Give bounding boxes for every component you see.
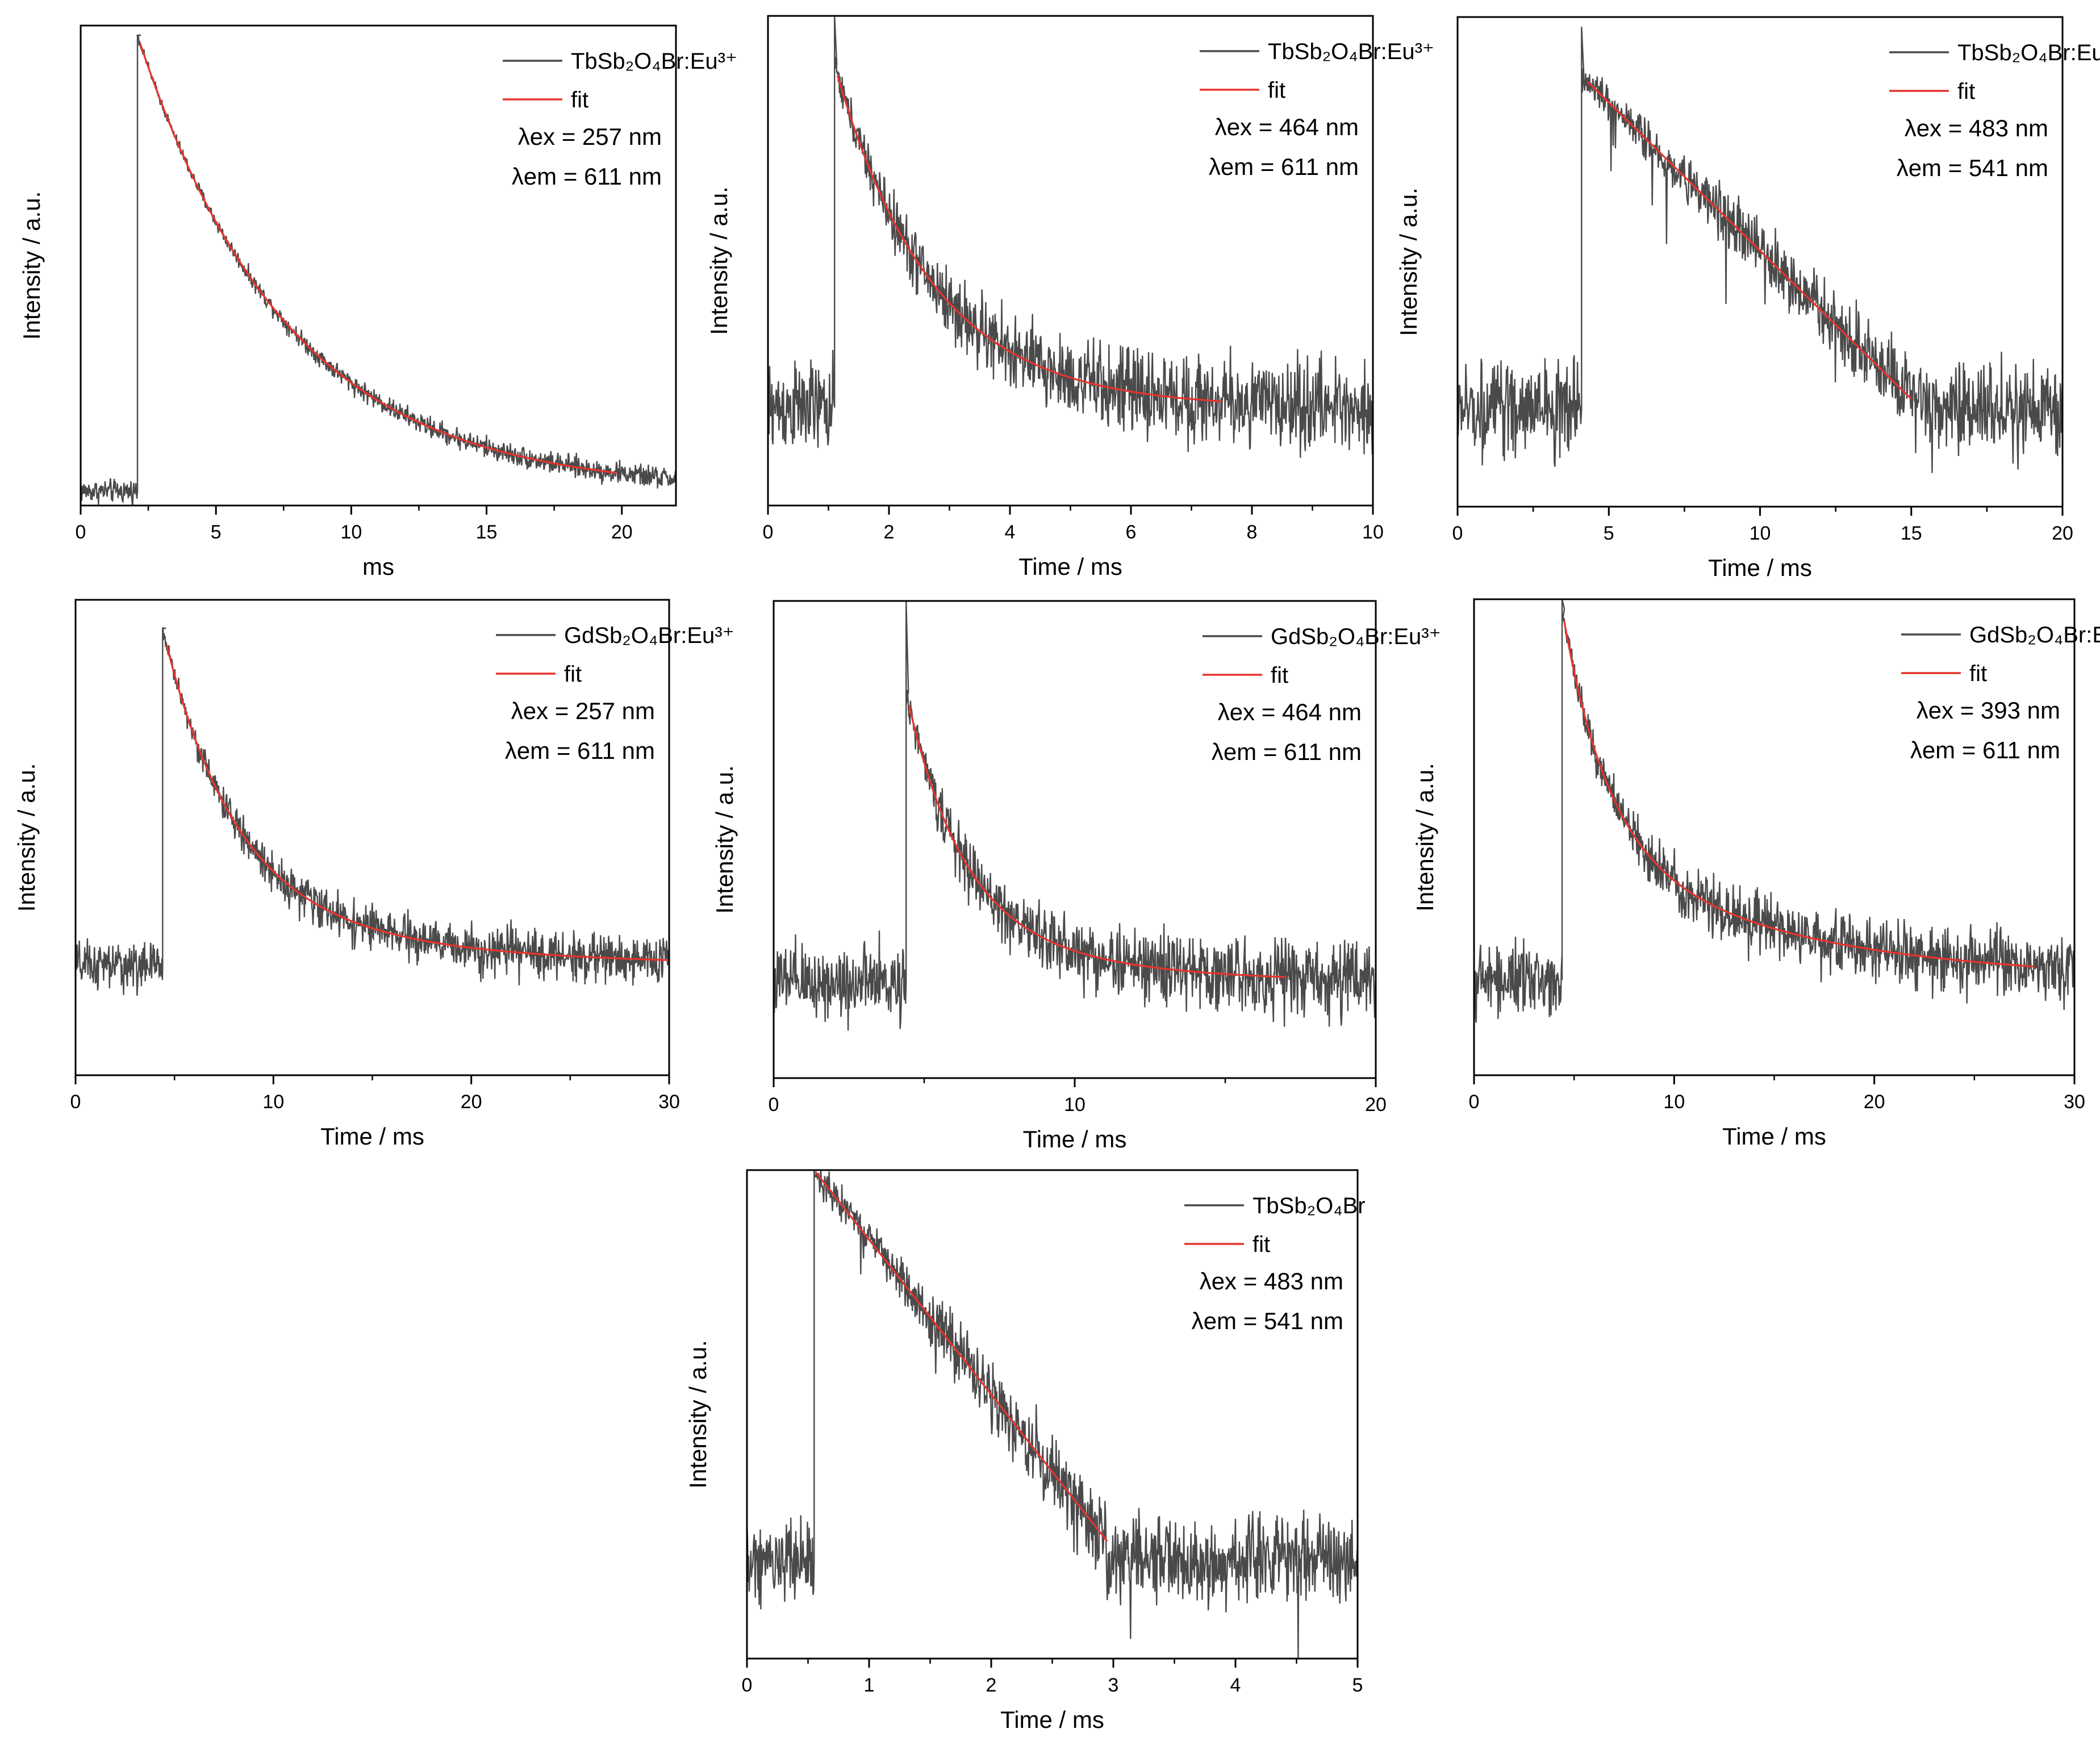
y-axis-label-d: Intensity / a.u. [13, 763, 40, 912]
legend-label-sample-g: TbSb₂O₄Br [1253, 1193, 1366, 1218]
legend-label-sample-c: TbSb₂O₄Br:Eu³⁺ [1957, 40, 2100, 65]
chart-panel-b: 0 2 4 6 8 10 Time / ms Intensity / a.u. TbSb₂O₄B… [705, 15, 1434, 580]
x-tick-label-c-1: 5 [1604, 523, 1614, 544]
x-tick-label-e-2: 20 [1365, 1094, 1387, 1116]
fit-curve-d [165, 644, 669, 962]
x-tick-label-f-3: 30 [2064, 1091, 2085, 1113]
chart-panel-g: 0 1 2 3 4 5 Time / ms Intensity / a.u. TbSb₂O₄Br… [684, 1169, 1366, 1733]
legend-label-fit-g: fit [1253, 1232, 1270, 1257]
x-axis-label-c: Time / ms [1708, 554, 1812, 581]
annotation-emission-e: λem = 611 nm [1212, 738, 1362, 765]
legend-label-fit-a: fit [571, 87, 588, 112]
annotation-emission-f: λem = 611 nm [1910, 737, 2060, 763]
x-tick-label-b-1: 2 [884, 521, 895, 543]
x-tick-label-e-1: 10 [1064, 1094, 1086, 1116]
chart-panel-a: 0 5 10 15 20 ms Intensity / a.u. TbSb₂O₄Br:Eu³⁺… [18, 24, 737, 580]
legend-label-sample-e: GdSb₂O₄Br:Eu³⁺ [1271, 624, 1441, 649]
legend-label-fit-c: fit [1957, 79, 1975, 104]
x-tick-label-g-2: 2 [986, 1674, 997, 1696]
legend-label-sample-f: GdSb₂O₄Br:Eu³⁺ [1969, 623, 2100, 648]
x-tick-label-g-5: 5 [1352, 1674, 1363, 1696]
annotation-emission-g: λem = 541 nm [1192, 1308, 1343, 1334]
x-tick-label-a-3: 15 [476, 521, 498, 543]
legend-label-sample-d: GdSb₂O₄Br:Eu³⁺ [564, 623, 734, 648]
x-axis-label-g: Time / ms [1000, 1706, 1104, 1733]
x-tick-label-g-4: 4 [1230, 1674, 1241, 1696]
data-series-b [768, 16, 1373, 458]
x-tick-label-b-5: 10 [1362, 521, 1384, 543]
data-series-e [774, 601, 1376, 1031]
x-axis-label-d: Time / ms [320, 1123, 424, 1150]
annotation-emission-a: λem = 611 nm [512, 163, 662, 190]
legend-label-fit-e: fit [1271, 663, 1288, 688]
x-tick-label-c-0: 0 [1452, 523, 1463, 544]
annotation-excitation-f: λex = 393 nm [1917, 697, 2060, 724]
x-tick-label-a-0: 0 [76, 521, 86, 543]
y-axis-label-c: Intensity / a.u. [1395, 187, 1422, 336]
x-tick-label-a-2: 10 [340, 521, 362, 543]
chart-panel-d: 0 10 20 30 Time / ms Intensity / a.u. GdSb₂O₄B… [13, 599, 734, 1150]
x-axis-label-b: Time / ms [1018, 553, 1122, 580]
annotation-excitation-a: λex = 257 nm [518, 123, 662, 150]
x-tick-label-d-1: 10 [262, 1091, 284, 1113]
fit-curve-f [1563, 620, 2035, 968]
legend-label-sample-b: TbSb₂O₄Br:Eu³⁺ [1268, 39, 1434, 64]
annotation-excitation-c: λex = 483 nm [1905, 115, 2048, 141]
fit-curve-c [1587, 81, 1912, 400]
x-axis-label-a: ms [362, 553, 394, 580]
x-tick-label-b-3: 6 [1126, 521, 1137, 543]
y-axis-label-b: Intensity / a.u. [705, 186, 732, 335]
x-tick-label-a-1: 5 [211, 521, 222, 543]
x-axis-label-e: Time / ms [1023, 1126, 1127, 1152]
y-axis-label-e: Intensity / a.u. [711, 765, 738, 913]
annotation-emission-d: λem = 611 nm [505, 737, 655, 764]
annotation-excitation-g: λex = 483 nm [1200, 1268, 1343, 1294]
y-axis-label-a: Intensity / a.u. [18, 191, 45, 340]
chart-panel-e: 0 10 20 Time / ms Intensity / a.u. GdSb₂O₄Br:… [711, 600, 1441, 1152]
chart-panel-f: 0 10 20 30 Time / ms Intensity / a.u. GdSb₂O₄B… [1412, 598, 2100, 1150]
x-tick-label-a-4: 20 [611, 521, 633, 543]
annotation-excitation-e: λex = 464 nm [1218, 699, 1362, 725]
x-tick-label-f-0: 0 [1469, 1091, 1480, 1113]
legend-label-fit-f: fit [1969, 661, 1987, 686]
fit-curve-g [815, 1171, 1108, 1542]
x-tick-label-c-3: 15 [1901, 523, 1922, 544]
legend-label-sample-a: TbSb₂O₄Br:Eu³⁺ [571, 49, 737, 74]
annotation-emission-c: λem = 541 nm [1897, 154, 2048, 181]
y-axis-label-g: Intensity / a.u. [684, 1340, 711, 1488]
plot-frame-a [80, 24, 677, 507]
annotation-excitation-b: λex = 464 nm [1215, 114, 1359, 140]
data-series-g [747, 1170, 1358, 1659]
x-tick-label-d-0: 0 [70, 1091, 81, 1113]
x-tick-label-g-0: 0 [742, 1674, 753, 1696]
fit-curve-b [836, 75, 1222, 403]
x-tick-label-d-3: 30 [658, 1091, 680, 1113]
x-tick-label-b-4: 8 [1247, 521, 1258, 543]
x-tick-label-c-4: 20 [2052, 523, 2073, 544]
x-tick-label-f-1: 10 [1663, 1091, 1685, 1113]
chart-panel-c: 0 5 10 15 20 Time / ms Intensity / a.u. TbSb₂O₄… [1395, 16, 2100, 581]
x-tick-label-b-2: 4 [1005, 521, 1016, 543]
x-tick-label-g-3: 3 [1108, 1674, 1119, 1696]
x-tick-label-c-2: 10 [1750, 523, 1771, 544]
x-tick-label-f-2: 20 [1864, 1091, 1885, 1113]
data-series-c [1458, 27, 2063, 473]
x-axis-label-f: Time / ms [1722, 1123, 1826, 1150]
x-tick-label-d-2: 20 [461, 1091, 482, 1113]
x-tick-label-g-1: 1 [864, 1674, 875, 1696]
x-tick-label-b-0: 0 [763, 521, 774, 543]
fit-curve-a [139, 43, 617, 474]
y-axis-label-f: Intensity / a.u. [1412, 763, 1438, 911]
legend-label-fit-b: fit [1268, 78, 1285, 103]
annotation-excitation-d: λex = 257 nm [511, 698, 655, 724]
x-tick-label-e-0: 0 [769, 1094, 779, 1116]
legend-label-fit-d: fit [564, 662, 582, 687]
fit-curve-e [908, 704, 1286, 978]
annotation-emission-b: λem = 611 nm [1209, 153, 1359, 180]
